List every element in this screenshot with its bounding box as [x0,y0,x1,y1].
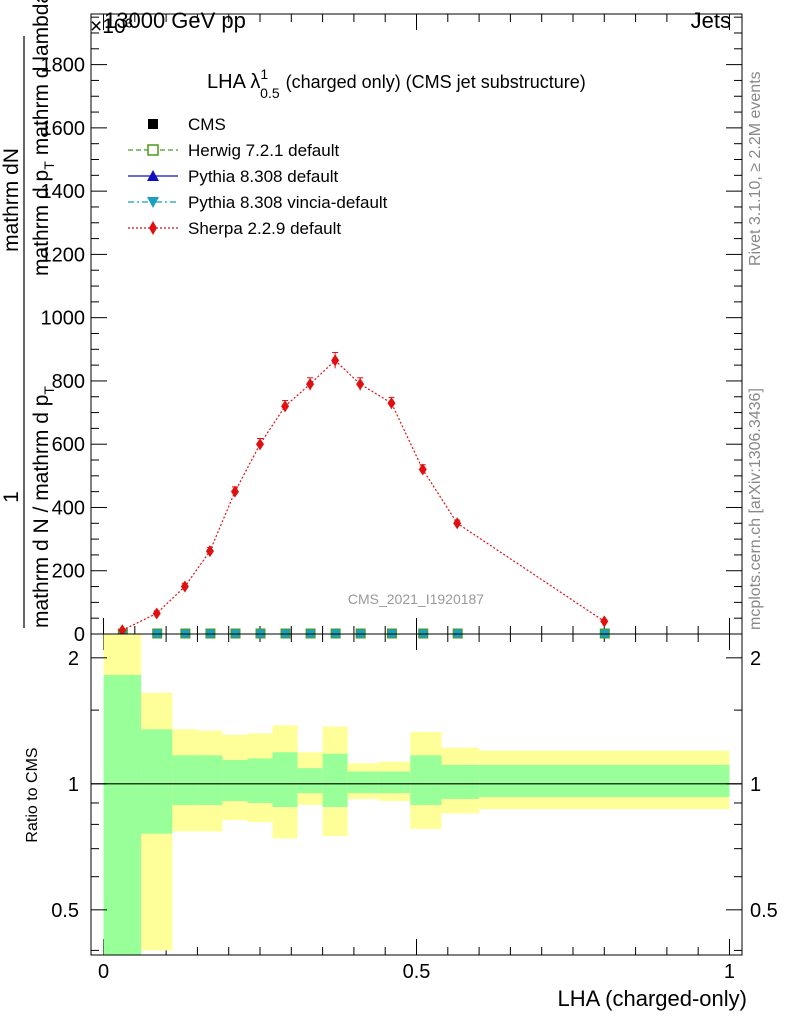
legend-label: Pythia 8.308 default [188,167,339,186]
legend-entry: Pythia 8.308 default [128,167,339,186]
mcplots-label: mcplots.cern.ch [arXiv:1306.3436] [747,388,764,630]
sherpa-line [122,359,605,631]
sherpa-point [118,624,127,637]
sherpa-point [281,400,290,413]
legend-marker [149,221,157,235]
ratio-tick-label: 2 [750,648,761,670]
y-tick-label: 600 [52,434,85,456]
x-tick-label: 0.5 [403,961,431,983]
main-panel-frame [90,13,743,635]
y-tick-label: 0 [74,624,85,646]
sherpa-point [256,438,265,451]
legend-label: Sherpa 2.2.9 default [188,219,341,238]
ratio-band-green [197,755,223,806]
ratio-tick-label: 1 [750,774,761,796]
ratio-tick-label: 0.5 [51,900,79,922]
ratio-band-green [322,753,348,808]
legend: CMS Herwig 7.2.1 default Pythia 8.308 defa… [128,115,388,238]
y-label-den-1: mathrm d N / mathrm d pT [30,386,57,628]
y-tick-label: 200 [52,561,85,583]
legend-marker [147,144,159,156]
ratio-axes: 0.5 0.5 1 1 2 2 [51,648,778,951]
ratio-tick-label: 1 [68,774,79,796]
sherpa-point [152,607,161,620]
y-exponent: ×10³ [90,15,133,38]
ratio-band-green [247,758,273,803]
sherpa-point [230,485,239,498]
ratio-band-green [378,771,411,794]
legend-label: Pythia 8.308 vincia-default [188,193,388,212]
y-label-num-2: mathrm dN [0,148,23,252]
y-tick-label: 400 [52,497,85,519]
ratio-band-green [272,752,298,808]
ratio-band-green [410,755,442,806]
legend-marker [148,119,158,129]
sherpa-point [180,580,189,593]
sherpa-point [600,615,609,628]
legend-entry: Sherpa 2.2.9 default [128,219,341,238]
legend-marker [147,197,159,208]
y-label-den-2: mathrm d pTmathrm d lambda [30,0,57,276]
watermark: CMS_2021_I1920187 [348,591,484,607]
ratio-band-green [222,760,248,801]
ratio-band-green [297,768,323,794]
y-tick-label: 1400 [41,181,86,203]
sherpa-point [387,397,396,410]
header-right: Jets [691,8,731,33]
ratio-band-green [479,764,730,798]
x-tick-label: 1 [724,961,735,983]
legend-entry: Pythia 8.308 vincia-default [128,193,388,212]
ratio-band-green [347,771,379,794]
sherpa-point [453,517,462,530]
ratio-band-green [172,755,198,806]
y-axis-label: 1 mathrm dN mathrm d N / mathrm d pT mat… [0,0,57,628]
legend-entry: Herwig 7.2.1 default [128,141,339,160]
y-tick-label: 1000 [41,308,86,330]
ratio-tick-label: 0.5 [750,900,778,922]
y-tick-label: 1200 [41,244,86,266]
ratio-band-green [103,674,142,955]
legend-label: Herwig 7.2.1 default [188,141,339,160]
main-axes: 0 200 400 600 800 1000 1200 1400 1600 1800 0 0.5 1 [41,14,742,983]
legend-entry: CMS [148,115,226,134]
ratio-y-label: Ratio to CMS [24,747,41,842]
sherpa-point [306,378,315,391]
ratio-bands [103,634,730,955]
sherpa-point [418,463,427,476]
y-tick-label: 1800 [41,55,86,77]
legend-marker [147,170,159,181]
x-axis-label: LHA (charged-only) [557,986,747,1011]
rivet-label: Rivet 3.1.10, ≥ 2.2M events [747,71,764,266]
ratio-band-green [441,764,480,799]
plot-title: LHA λ1 0.5(charged only) (CMS jet substru… [207,66,586,101]
y-label-num-1: 1 [0,491,23,503]
legend-label: CMS [188,115,226,134]
header-left: 13000 GeV pp [104,8,246,33]
y-tick-label: 1600 [41,118,86,140]
ratio-tick-label: 2 [68,648,79,670]
ratio-panel-frame [90,633,743,956]
ratio-band-green [141,729,173,834]
sherpa-point [356,378,365,391]
sherpa-point [205,545,214,558]
y-tick-label: 800 [52,371,85,393]
x-tick-label: 0 [98,961,109,983]
sherpa-point [331,354,340,367]
